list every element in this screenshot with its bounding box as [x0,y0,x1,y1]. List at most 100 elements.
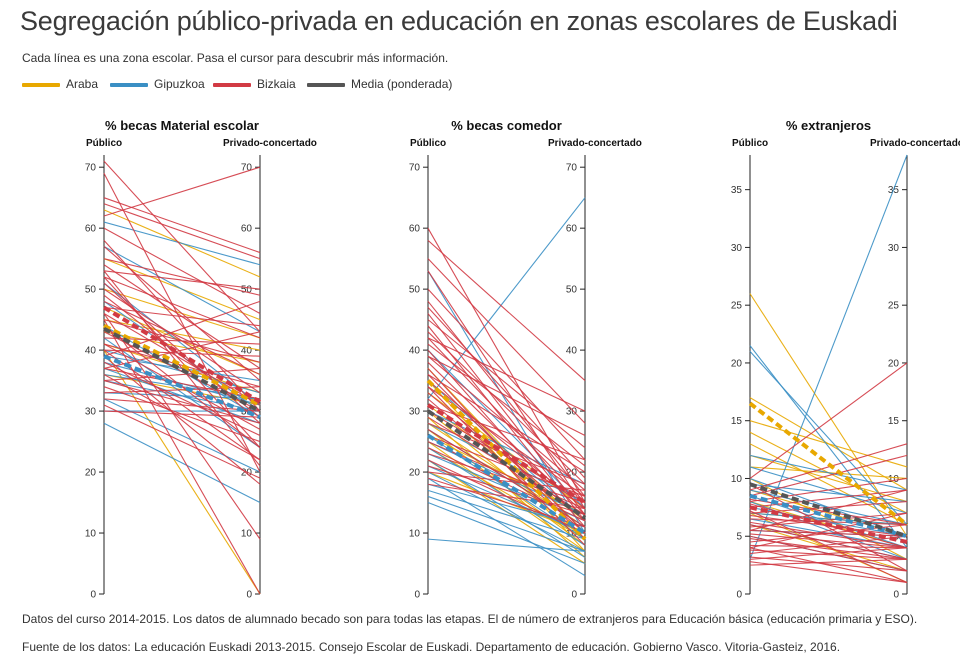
panel-3-zone-line-bizkaia[interactable] [749,547,908,583]
panel-2-zone-line-bizkaia[interactable] [427,337,586,503]
panel-2-zone-line-gipuzkoa[interactable] [427,410,586,485]
panel-3-zone-line-bizkaia[interactable] [749,549,908,560]
panel-2-zone-line-bizkaia[interactable] [427,337,586,412]
panel-1-zone-line-bizkaia[interactable] [103,300,261,357]
panel-2-zone-line-bizkaia[interactable] [427,453,586,504]
panel-2-zone-line-bizkaia[interactable] [427,313,586,516]
panel-1-zone-line-bizkaia[interactable] [103,361,261,436]
panel-2-average-line-gipuzkoa[interactable] [426,433,587,535]
panel-3-zone-line-bizkaia[interactable] [749,510,908,583]
panel-2-zone-line-gipuzkoa[interactable] [427,459,586,558]
panel-1-zone-line-araba[interactable] [103,319,261,351]
panel-1-zone-line-bizkaia[interactable] [103,404,261,479]
panel-1-zone-line-bizkaia[interactable] [103,166,261,217]
panel-1-zone-line-bizkaia[interactable] [103,331,261,369]
panel-2-zone-line-bizkaia[interactable] [427,483,586,510]
panel-1-average-line-media-ponderada[interactable] [103,327,261,413]
panel-3-zone-line-bizkaia[interactable] [749,483,908,572]
panel-2-zone-line-bizkaia[interactable] [427,361,586,516]
panel-1-zone-line-bizkaia[interactable] [103,398,261,412]
panel-3-zone-line-bizkaia[interactable] [749,512,908,549]
panel-2-average-line-media-ponderada[interactable] [426,409,587,520]
panel-1-zone-line-bizkaia[interactable] [103,367,261,382]
panel-3-zone-line-bizkaia[interactable] [749,558,908,566]
panel-2-zone-line-bizkaia[interactable] [427,270,586,509]
panel-1-zone-line-bizkaia[interactable] [103,276,261,339]
panel-1-zone-line-bizkaia[interactable] [103,410,261,418]
panel-2-zone-line-gipuzkoa[interactable] [427,471,586,552]
panel-3-zone-line-bizkaia[interactable] [749,454,908,497]
panel-3-zone-line-gipuzkoa[interactable] [749,483,908,503]
panel-3-zone-line-bizkaia[interactable] [749,477,908,503]
panel-2-zone-line-gipuzkoa[interactable] [427,349,586,510]
panel-2-zone-line-gipuzkoa[interactable] [427,465,586,534]
panel-1-zone-line-bizkaia[interactable] [103,197,261,254]
panel-3-zone-line-araba[interactable] [749,443,908,526]
panel-2-zone-line-bizkaia[interactable] [427,239,586,382]
panel-3-average-line-media-ponderada[interactable] [749,482,908,539]
panel-1-zone-line-bizkaia[interactable] [103,306,261,327]
panel-3-zone-line-bizkaia[interactable] [749,556,908,572]
panel-2-zone-line-gipuzkoa[interactable] [427,483,586,528]
panel-1-zone-line-gipuzkoa[interactable] [103,221,261,266]
panel-3-average-line-bizkaia[interactable] [749,505,908,544]
panel-1-zone-line-bizkaia[interactable] [103,173,261,473]
panel-3-zone-line-bizkaia[interactable] [749,521,908,549]
panel-2-average-line-araba[interactable] [426,379,587,541]
panel-1-average-line-bizkaia[interactable] [102,305,262,404]
panel-1-zone-line-bizkaia[interactable] [103,386,261,394]
panel-3-zone-line-bizkaia[interactable] [749,561,908,583]
panel-1-zone-line-araba[interactable] [103,349,261,595]
panel-2-zone-line-bizkaia[interactable] [427,300,586,497]
panel-1-zone-line-bizkaia[interactable] [103,270,261,290]
panel-2-zone-line-bizkaia[interactable] [427,374,586,473]
panel-2-zone-line-gipuzkoa[interactable] [427,502,586,565]
panel-2-zone-line-gipuzkoa[interactable] [427,453,586,522]
panel-3-zone-line-bizkaia[interactable] [749,512,908,528]
panel-1-zone-line-gipuzkoa[interactable] [103,245,261,333]
panel-2-zone-line-gipuzkoa[interactable] [427,495,586,552]
panel-3-zone-line-bizkaia[interactable] [749,362,908,479]
panel-2-zone-line-bizkaia[interactable] [427,319,586,449]
panel-1-zone-line-bizkaia[interactable] [103,374,261,461]
panel-1-zone-line-gipuzkoa[interactable] [103,337,261,449]
panel-3-average-line-araba[interactable] [748,401,909,527]
panel-2-zone-line-araba[interactable] [427,447,586,540]
panel-2-zone-line-bizkaia[interactable] [427,404,586,461]
panel-1-zone-line-bizkaia[interactable] [103,246,261,382]
panel-2-zone-line-bizkaia[interactable] [427,227,586,503]
panel-2-zone-line-gipuzkoa[interactable] [427,477,586,577]
panel-1-zone-line-bizkaia[interactable] [103,313,261,540]
panel-3-zone-line-bizkaia[interactable] [749,547,908,560]
panel-2-zone-line-gipuzkoa[interactable] [427,489,586,540]
panel-2-zone-line-bizkaia[interactable] [427,355,586,436]
panel-3-zone-line-bizkaia[interactable] [749,535,908,555]
panel-2-zone-line-bizkaia[interactable] [427,343,586,467]
panel-1-zone-line-bizkaia[interactable] [103,258,261,296]
panel-1-average-line-gipuzkoa[interactable] [103,354,261,420]
panel-2-zone-line-bizkaia[interactable] [427,441,586,510]
panel-1-zone-line-bizkaia[interactable] [103,270,261,467]
panel-1-zone-line-gipuzkoa[interactable] [103,422,261,504]
panel-2-zone-line-bizkaia[interactable] [427,258,586,424]
panel-1-average-line-araba[interactable] [103,323,261,407]
panel-2-zone-line-bizkaia[interactable] [427,307,586,479]
panel-1-zone-line-bizkaia[interactable] [103,276,261,449]
panel-1-zone-line-bizkaia[interactable] [103,203,261,260]
panel-3-zone-line-gipuzkoa[interactable] [749,345,908,549]
panel-1-zone-line-bizkaia[interactable] [103,355,261,485]
panel-2-zone-line-bizkaia[interactable] [427,331,586,485]
panel-3-zone-line-gipuzkoa[interactable] [749,454,908,491]
panel-2-average-line-bizkaia[interactable] [426,403,587,505]
panel-2-zone-line-gipuzkoa[interactable] [427,538,586,552]
panel-3-zone-line-bizkaia[interactable] [749,524,908,560]
panel-3-zone-line-araba[interactable] [749,454,908,503]
panel-1-zone-line-bizkaia[interactable] [103,227,261,315]
panel-1-zone-line-bizkaia[interactable] [103,160,261,333]
panel-3-zone-line-bizkaia[interactable] [749,533,908,549]
panel-3-zone-line-gipuzkoa[interactable] [749,351,908,526]
panel-3-zone-line-araba[interactable] [749,524,908,572]
panel-3-zone-line-bizkaia[interactable] [749,518,908,526]
panel-2-zone-line-bizkaia[interactable] [427,386,586,546]
panel-1-zone-line-bizkaia[interactable] [103,300,261,375]
